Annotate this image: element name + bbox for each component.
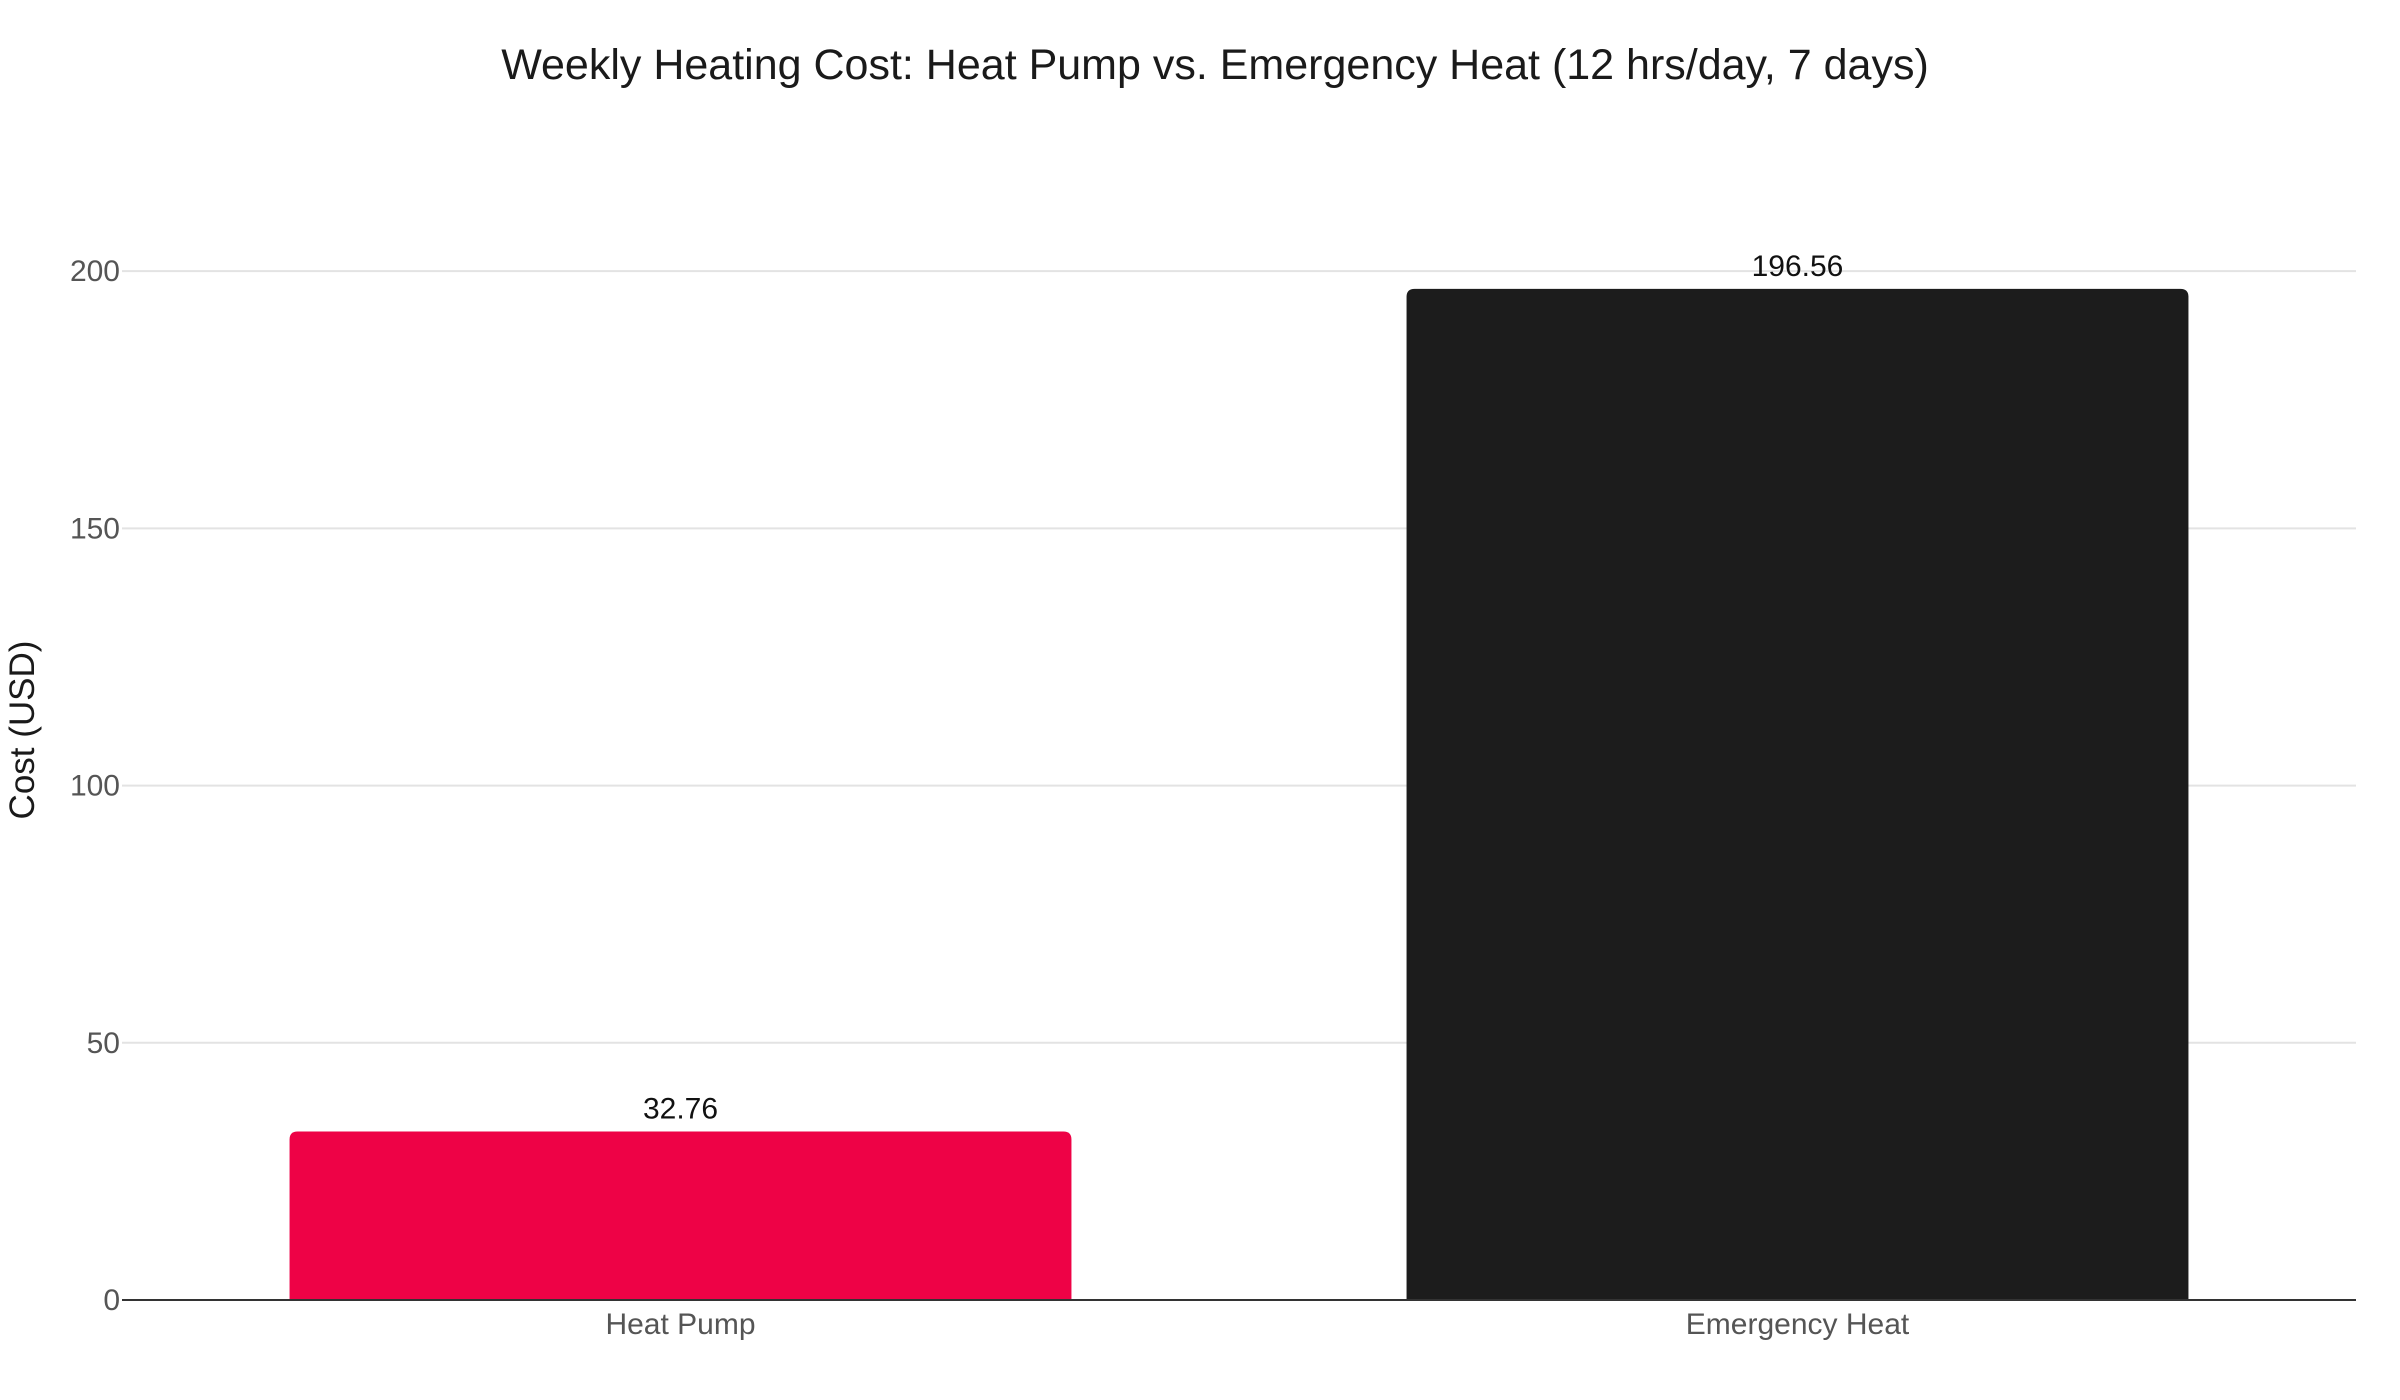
y-tick-label: 100: [70, 770, 120, 803]
bars: [289, 288, 2189, 1301]
data-labels: 32.76 196.56: [643, 250, 1843, 1126]
x-axis-ticks: Heat Pump Emergency Heat: [605, 1308, 1909, 1341]
y-axis-ticks: 0 50 100 150 200: [70, 255, 120, 1317]
y-tick-label: 50: [87, 1027, 120, 1060]
y-tick-label: 200: [70, 255, 120, 288]
data-label: 32.76: [643, 1092, 718, 1125]
y-tick-label: 150: [70, 512, 120, 545]
bar-heat-pump: [289, 1131, 1072, 1300]
y-axis-title: Cost (USD): [3, 641, 42, 820]
x-tick-label: Emergency Heat: [1686, 1308, 1910, 1341]
bar-emergency-heat: [1406, 288, 2189, 1301]
chart-title: Weekly Heating Cost: Heat Pump vs. Emerg…: [501, 41, 1929, 89]
data-label: 196.56: [1752, 250, 1844, 283]
y-tick-label: 0: [103, 1284, 120, 1317]
x-tick-label: Heat Pump: [605, 1308, 755, 1341]
